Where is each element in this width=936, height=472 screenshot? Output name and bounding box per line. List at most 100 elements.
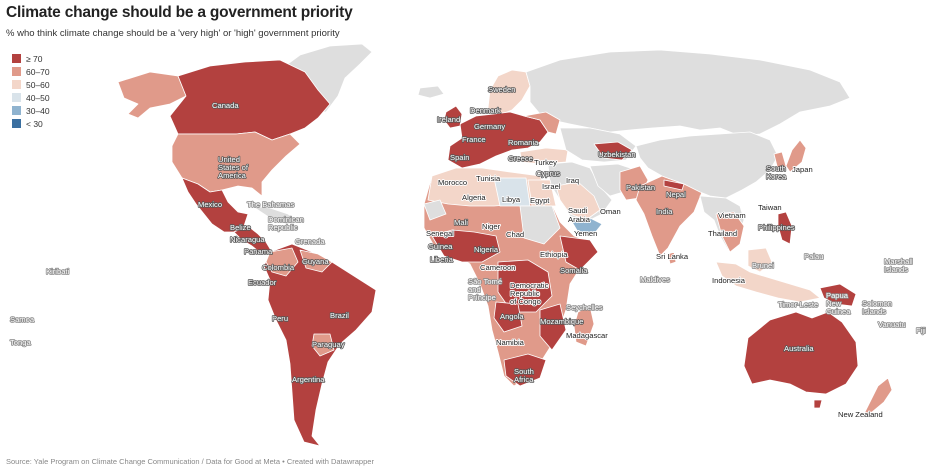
region-borneo	[747, 247, 773, 273]
region-canada	[169, 59, 331, 141]
label-taiwan: Taiwan	[758, 203, 782, 212]
region-paraguay	[311, 333, 335, 357]
label-tunisia: Tunisia	[476, 174, 501, 183]
label-ecuador: Ecuador	[248, 278, 277, 287]
region-australia	[743, 311, 859, 395]
label-turkey: Turkey	[534, 158, 557, 167]
label-mexico: Mexico	[198, 200, 222, 209]
region-western-sahara	[423, 199, 447, 221]
label-cameroon: Cameroon	[480, 263, 515, 272]
label-fiji: Fiji	[916, 326, 926, 335]
legend-item: ≥ 70	[12, 52, 50, 65]
label-srilanka: Sri Lanka	[656, 252, 689, 261]
label-saotome: São Tomé and Príncipe	[468, 277, 502, 302]
region-uzbekistan	[593, 141, 633, 161]
label-png: Papua New Guinea	[826, 291, 851, 316]
legend-item: 30–40	[12, 104, 50, 117]
legend-label: 40–50	[26, 92, 50, 103]
label-spain: Spain	[450, 153, 469, 162]
label-angola: Angola	[500, 312, 524, 321]
region-central-asia	[559, 127, 637, 163]
label-thailand: Thailand	[708, 229, 737, 238]
label-sweden: Sweden	[488, 85, 515, 94]
region-uk-ireland	[443, 105, 463, 129]
label-niger: Niger	[482, 222, 501, 231]
legend-label: ≥ 70	[26, 53, 43, 64]
label-usa: United States of America	[218, 155, 249, 180]
legend-label: 50–60	[26, 79, 50, 90]
label-brunei: Brunei	[752, 261, 774, 270]
region-nepal	[663, 179, 685, 191]
legend: ≥ 70 60–70 50–60 40–50 30–40 < 30	[12, 52, 50, 130]
region-yemen	[571, 217, 603, 235]
region-eastern-europe	[523, 111, 561, 135]
label-senegal: Senegal	[426, 229, 454, 238]
region-russia	[525, 49, 851, 137]
label-newzealand: New Zealand	[838, 410, 883, 419]
label-mali: Mali	[454, 218, 468, 227]
region-caribbean	[251, 205, 301, 225]
region-libya	[493, 177, 531, 207]
region-tasmania	[813, 399, 823, 409]
label-nigeria: Nigeria	[474, 245, 499, 254]
label-guyana: Guyana	[302, 257, 329, 266]
region-egypt	[527, 179, 557, 207]
label-ireland: Ireland	[437, 115, 460, 124]
label-germany: Germany	[474, 122, 505, 131]
region-japan	[785, 139, 807, 173]
label-yemen: Yemen	[574, 229, 597, 238]
legend-item: 50–60	[12, 78, 50, 91]
region-pakistan	[619, 165, 649, 201]
source-note: Source: Yale Program on Climate Change C…	[6, 457, 374, 466]
label-philippines: Philippines	[758, 223, 795, 232]
label-argentina: Argentina	[292, 375, 325, 384]
label-skorea: South Korea	[766, 164, 787, 181]
label-brazil: Brazil	[330, 311, 349, 320]
label-peru: Peru	[272, 314, 288, 323]
region-mozambique	[539, 303, 567, 351]
label-iraq: Iraq	[566, 176, 579, 185]
label-oman: Oman	[600, 207, 621, 216]
label-drc: Democratic Republic of Congo	[510, 281, 549, 306]
label-india: India	[656, 207, 673, 216]
label-ethiopia: Ethiopia	[540, 250, 568, 259]
label-mozambique: Mozambique	[540, 317, 583, 326]
legend-label: 60–70	[26, 66, 50, 77]
label-nicaragua: Nicaragua	[230, 235, 265, 244]
region-south-africa	[503, 353, 547, 387]
region-europe	[447, 111, 549, 169]
label-kiribati: Kiribati	[46, 267, 70, 276]
region-angola	[493, 301, 523, 333]
legend-swatch	[12, 54, 21, 63]
label-pakistan: Pakistan	[626, 183, 655, 192]
legend-item: < 30	[12, 117, 50, 130]
label-liberia: Liberia	[430, 255, 454, 264]
label-japan: Japan	[792, 165, 813, 174]
region-north-africa	[427, 167, 549, 207]
region-korea	[773, 151, 787, 171]
chart-title: Climate change should be a government pr…	[6, 4, 353, 21]
label-maldives: Maldives	[640, 275, 670, 284]
region-mexico	[181, 177, 249, 233]
region-srilanka	[667, 251, 677, 265]
label-guinea: Guinea	[428, 242, 453, 251]
label-france: France	[462, 135, 486, 144]
region-madagascar	[573, 305, 595, 347]
legend-swatch	[12, 80, 21, 89]
region-china	[635, 131, 779, 199]
label-somalia: Somalia	[560, 266, 588, 275]
label-israel: Israel	[542, 182, 561, 191]
region-philippines	[777, 211, 793, 245]
label-domrep: Dominican Republic	[268, 215, 304, 232]
label-cyprus: Cyprus	[536, 169, 560, 178]
label-paraguay: Paraguay	[312, 340, 345, 349]
label-panama: Panama	[244, 247, 273, 256]
region-usa	[171, 131, 301, 197]
region-south-america	[263, 243, 377, 447]
region-horn	[559, 235, 599, 271]
label-greece: Greece	[508, 154, 533, 163]
legend-item: 40–50	[12, 91, 50, 104]
label-canada: Canada	[212, 101, 239, 110]
region-scandinavia	[487, 69, 531, 115]
